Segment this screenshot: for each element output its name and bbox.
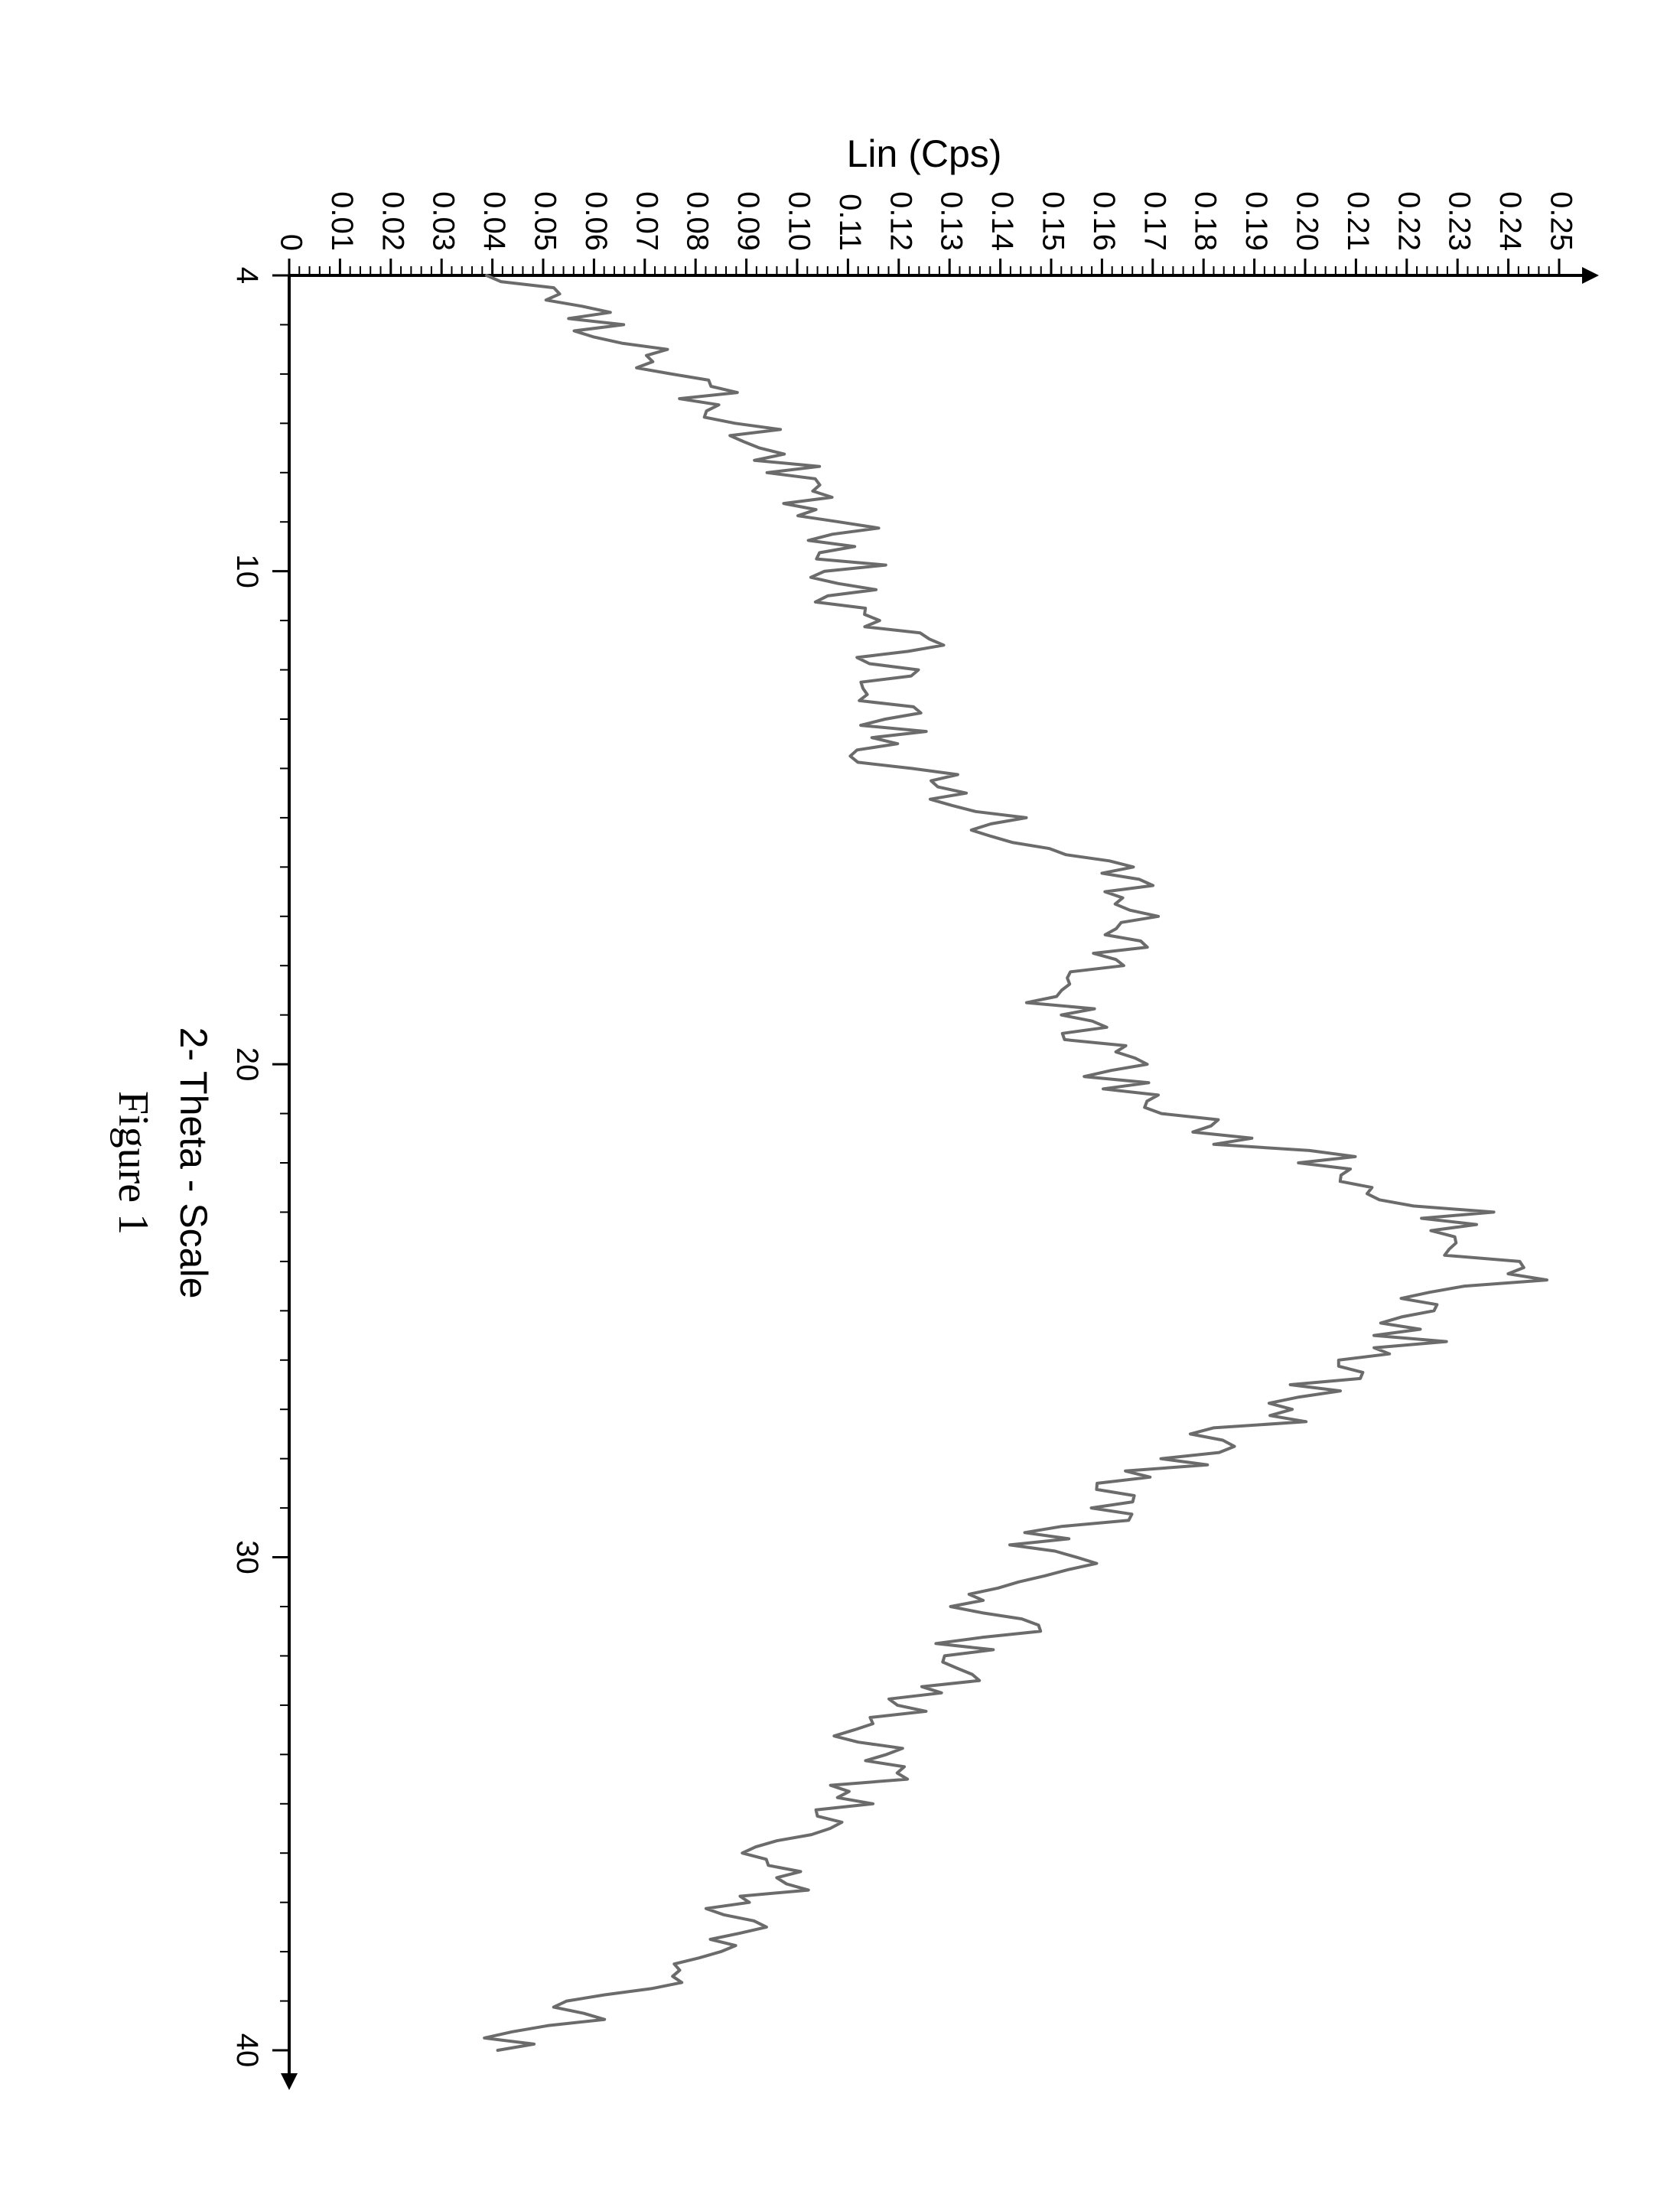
- svg-text:0.03: 0.03: [427, 191, 461, 251]
- svg-text:2- Theta - Scale: 2- Theta - Scale: [172, 1027, 215, 1299]
- svg-text:30: 30: [230, 1540, 264, 1574]
- svg-text:Figure 1: Figure 1: [109, 1091, 157, 1235]
- svg-text:20: 20: [230, 1047, 264, 1082]
- svg-text:0.05: 0.05: [528, 191, 562, 251]
- svg-text:0.13: 0.13: [935, 191, 969, 251]
- svg-text:0.01: 0.01: [325, 191, 359, 251]
- svg-text:0.14: 0.14: [985, 191, 1019, 251]
- svg-text:0.24: 0.24: [1493, 191, 1527, 251]
- svg-text:0.09: 0.09: [731, 191, 765, 251]
- rotated-figure-container: 0 0.01 0.02 0.03 0.04 0.05 0.06 0.07 0.08 0.09 0.1…: [75, 61, 1605, 2127]
- svg-text:4: 4: [230, 267, 264, 284]
- svg-text:0.07: 0.07: [630, 191, 663, 251]
- svg-text:0.16: 0.16: [1087, 191, 1121, 251]
- page: 0 0.01 0.02 0.03 0.04 0.05 0.06 0.07 0.08 0.09 0.1…: [0, 0, 1680, 2188]
- svg-text:0.21: 0.21: [1341, 191, 1375, 251]
- svg-text:40: 40: [230, 2033, 264, 2068]
- svg-text:0.11: 0.11: [833, 194, 867, 251]
- svg-text:0.22: 0.22: [1392, 191, 1425, 251]
- svg-text:0.25: 0.25: [1544, 191, 1577, 251]
- svg-text:0.15: 0.15: [1036, 191, 1070, 251]
- svg-text:0.08: 0.08: [681, 191, 715, 251]
- svg-text:0.02: 0.02: [376, 191, 409, 251]
- svg-text:0.06: 0.06: [579, 191, 613, 251]
- svg-text:0.20: 0.20: [1290, 191, 1323, 251]
- svg-text:0.18: 0.18: [1189, 191, 1223, 251]
- xrd-chart: 0 0.01 0.02 0.03 0.04 0.05 0.06 0.07 0.08 0.09 0.1…: [75, 61, 1605, 2127]
- svg-text:Lin (Cps): Lin (Cps): [847, 132, 1002, 175]
- svg-text:0.12: 0.12: [884, 191, 917, 251]
- svg-text:10: 10: [230, 554, 264, 588]
- svg-text:0.04: 0.04: [477, 191, 511, 251]
- chart-frame: 0 0.01 0.02 0.03 0.04 0.05 0.06 0.07 0.08 0.09 0.1…: [75, 61, 1605, 2127]
- svg-text:0.23: 0.23: [1443, 191, 1477, 251]
- svg-text:0.17: 0.17: [1138, 191, 1171, 251]
- svg-text:0.19: 0.19: [1239, 191, 1273, 251]
- svg-text:0.10: 0.10: [782, 191, 816, 251]
- svg-text:0: 0: [274, 234, 308, 251]
